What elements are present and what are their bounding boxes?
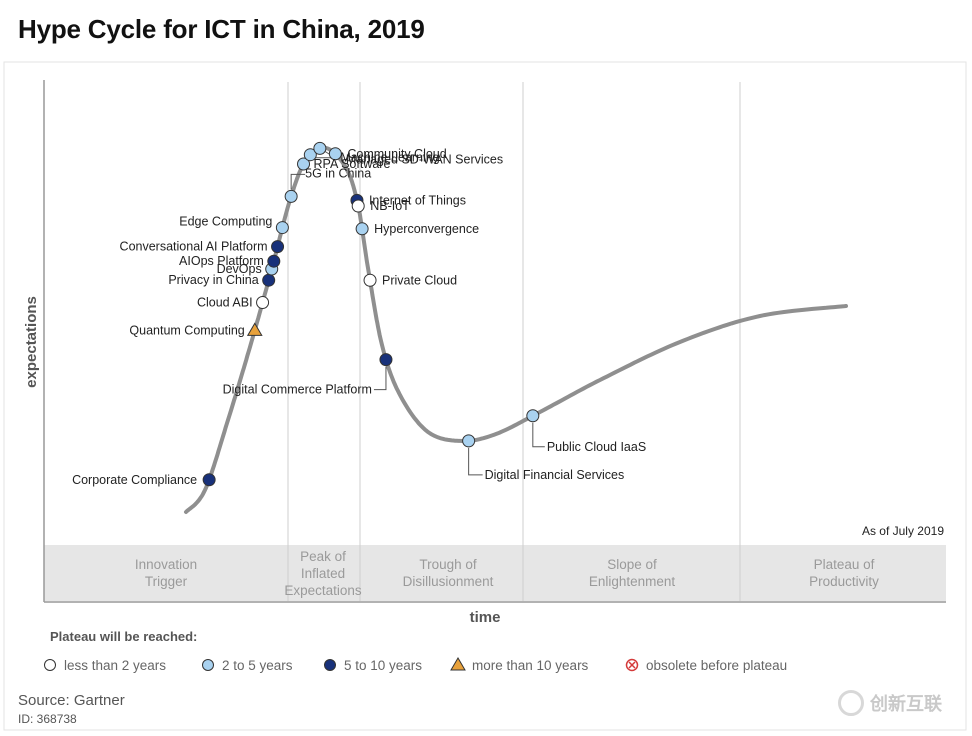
phase-label-line: Plateau of bbox=[814, 557, 875, 572]
technology-marker bbox=[262, 273, 276, 287]
technology-marker bbox=[313, 141, 327, 155]
technology-label: Corporate Compliance bbox=[72, 473, 197, 487]
technology-label: Digital Commerce Platform bbox=[223, 383, 372, 397]
technology-label: Public Cloud IaaS bbox=[547, 440, 646, 454]
technology-marker bbox=[303, 148, 317, 162]
technology-label: Cloud ABI bbox=[197, 296, 253, 310]
technology-markers bbox=[202, 141, 540, 487]
y-axis-label: expectations bbox=[23, 296, 40, 388]
technology-marker bbox=[284, 189, 298, 203]
phase-label-line: Slope of bbox=[607, 557, 657, 572]
technology-marker bbox=[363, 273, 377, 287]
phase-label: Innovation Trigger bbox=[135, 557, 197, 589]
leader-line bbox=[468, 447, 483, 476]
technology-labels: Corporate Compliance Quantum Computing Clo… bbox=[72, 147, 646, 487]
phase-label: Peak of Inflated Expectations bbox=[284, 549, 362, 598]
legend-marker bbox=[202, 659, 214, 671]
technology-label: NB-IoT bbox=[370, 199, 410, 213]
technology-marker bbox=[355, 222, 369, 236]
phase-label-line: Peak of bbox=[300, 549, 346, 564]
technology-marker bbox=[328, 147, 342, 161]
legend-label: 5 to 10 years bbox=[344, 658, 422, 673]
technology-label: Hyperconvergence bbox=[374, 222, 479, 236]
technology-label: Machine Learning bbox=[340, 151, 439, 165]
panel-border bbox=[3, 61, 967, 731]
hype-curve bbox=[184, 145, 848, 514]
phase-label: Trough of Disillusionment bbox=[403, 557, 494, 589]
technology-label: RPA Software bbox=[314, 157, 391, 171]
legend-item: obsolete before plateau bbox=[625, 658, 787, 673]
legend-item: less than 2 years bbox=[44, 658, 166, 673]
legend-label: more than 10 years bbox=[472, 658, 589, 673]
technology-label: Edge Computing bbox=[179, 215, 272, 229]
technology-marker bbox=[246, 322, 263, 336]
as-of-note: As of July 2019 bbox=[862, 524, 944, 538]
leader-line bbox=[290, 173, 306, 190]
legend-label: obsolete before plateau bbox=[646, 658, 787, 673]
phase-band bbox=[44, 545, 946, 601]
technology-marker bbox=[462, 434, 476, 448]
watermark-text: 创新互联 bbox=[870, 694, 942, 714]
technology-marker bbox=[379, 353, 393, 367]
phase-label-line: Disillusionment bbox=[403, 574, 494, 589]
chart-title: Hype Cycle for ICT in China, 2019 bbox=[18, 14, 425, 44]
technology-label: Quantum Computing bbox=[129, 323, 244, 337]
phase-label: Slope of Enlightenment bbox=[589, 557, 676, 589]
legend-marker bbox=[44, 659, 56, 671]
legend-marker bbox=[450, 657, 466, 671]
phase-label-line: Trough of bbox=[419, 557, 477, 572]
phase-dividers bbox=[287, 82, 741, 601]
legend-label: 2 to 5 years bbox=[222, 658, 293, 673]
watermark: 创新互联 bbox=[838, 690, 942, 716]
phase-label-line: Trigger bbox=[145, 574, 188, 589]
technology-label: AIOps Platform bbox=[179, 254, 264, 268]
document-id: ID: 368738 bbox=[18, 712, 77, 726]
technology-label: DevOps bbox=[217, 262, 262, 276]
technology-marker bbox=[256, 296, 270, 310]
technology-label: Digital Financial Services bbox=[485, 468, 625, 482]
phase-label-line: Inflated bbox=[301, 566, 345, 581]
technology-label: Managed SD-WAN Services bbox=[346, 152, 503, 166]
technology-label: Internet of Things bbox=[369, 193, 466, 207]
legend-item: 5 to 10 years bbox=[324, 658, 422, 673]
legend-label: less than 2 years bbox=[64, 658, 166, 673]
leader-line bbox=[373, 366, 387, 391]
technology-marker bbox=[351, 199, 365, 213]
phase-label-line: Expectations bbox=[284, 583, 362, 598]
technology-label: Community Cloud bbox=[347, 147, 446, 161]
technology-marker bbox=[526, 409, 540, 423]
technology-label: Conversational AI Platform bbox=[120, 240, 268, 254]
phase-label-line: Innovation bbox=[135, 557, 197, 572]
phase-label: Plateau of Productivity bbox=[809, 557, 879, 589]
leader-line bbox=[532, 422, 545, 448]
phase-label-line: Enlightenment bbox=[589, 574, 676, 589]
technology-marker bbox=[271, 240, 285, 254]
phase-labels: Innovation Trigger Peak of Inflated Expectat… bbox=[135, 549, 879, 598]
technology-marker bbox=[275, 221, 289, 235]
legend-marker bbox=[324, 659, 336, 671]
technology-marker bbox=[202, 473, 216, 487]
legend-item: more than 10 years bbox=[450, 657, 589, 673]
technology-marker bbox=[267, 254, 281, 268]
phase-label-line: Productivity bbox=[809, 574, 879, 589]
leader-lines bbox=[290, 150, 545, 476]
technology-label: Private Cloud bbox=[382, 273, 457, 287]
watermark-logo-icon bbox=[838, 690, 864, 716]
technology-marker bbox=[297, 157, 311, 171]
legend: less than 2 years 2 to 5 years 5 to 10 yea… bbox=[44, 657, 787, 673]
technology-label: Privacy in China bbox=[168, 273, 258, 287]
technology-label: 5G in China bbox=[305, 166, 371, 180]
legend-item: 2 to 5 years bbox=[202, 658, 293, 673]
x-axis-label: time bbox=[470, 609, 501, 626]
legend-marker bbox=[625, 658, 639, 672]
legend-title: Plateau will be reached: bbox=[50, 629, 197, 644]
source-credit: Source: Gartner bbox=[18, 692, 125, 709]
